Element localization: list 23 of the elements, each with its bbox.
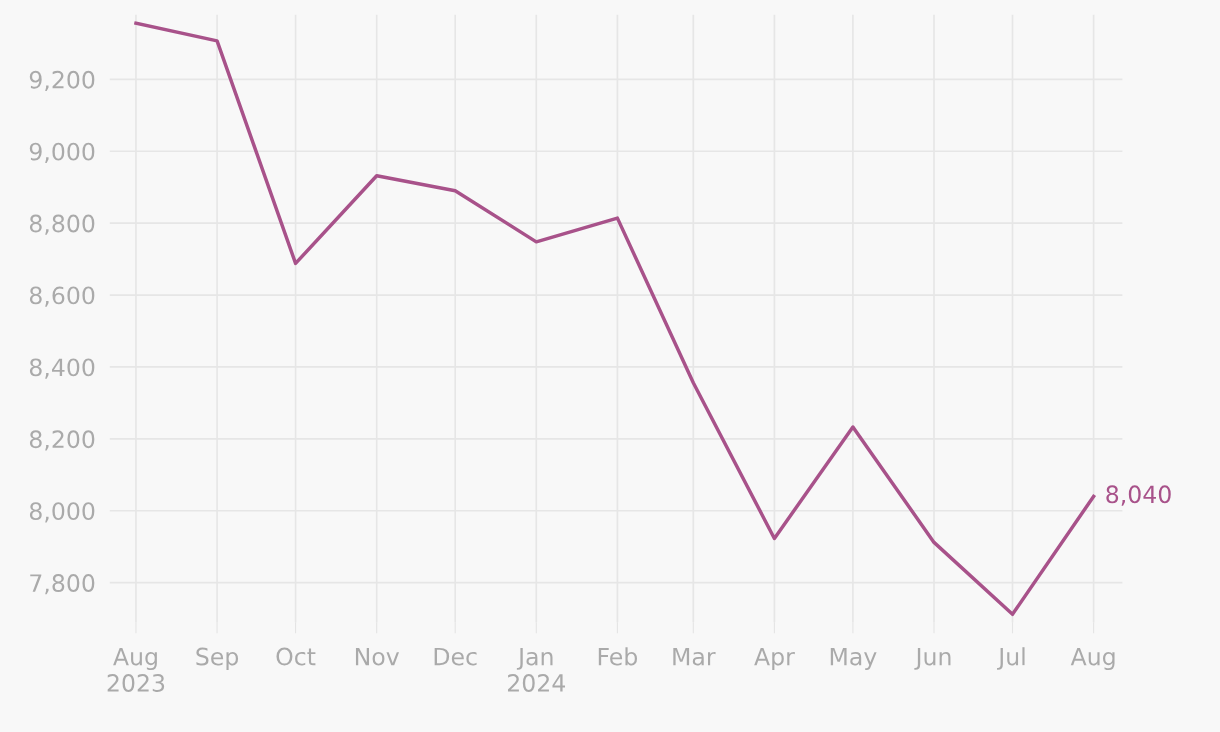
x-tick-label: Feb [598, 647, 638, 666]
x-tick-label: Jun [914, 647, 951, 670]
y-tick-label: 8,400 [29, 358, 95, 379]
line-series [134, 21, 1096, 617]
y-tick-label: 8,000 [29, 502, 95, 523]
x-tick-label: May [830, 647, 877, 671]
y-tick-label: 8,800 [29, 214, 95, 235]
x-tick-label: Mar [673, 647, 716, 666]
y-tick-label: 9,200 [29, 70, 95, 92]
y-tick-label: 8,600 [29, 286, 95, 307]
x-tick-label: Oct [276, 647, 316, 666]
x-tick-label: Aug 2023 [107, 647, 165, 692]
x-tick-label: Apr [754, 647, 795, 671]
y-tick-label: 9,000 [29, 142, 95, 163]
x-tick-label: Aug [1070, 647, 1115, 671]
x-tick-label: Nov [355, 647, 400, 666]
y-tick-label: 8,200 [29, 430, 95, 451]
x-tick-label: Jan 2024 [507, 647, 566, 692]
y-tick-label: 7,800 [30, 574, 95, 595]
annotation: 8,040 [1106, 485, 1171, 506]
x-tick-label: Jul [997, 647, 1025, 670]
x-tick-label: Sep [196, 647, 239, 671]
x-tick-label: Dec [434, 647, 477, 666]
